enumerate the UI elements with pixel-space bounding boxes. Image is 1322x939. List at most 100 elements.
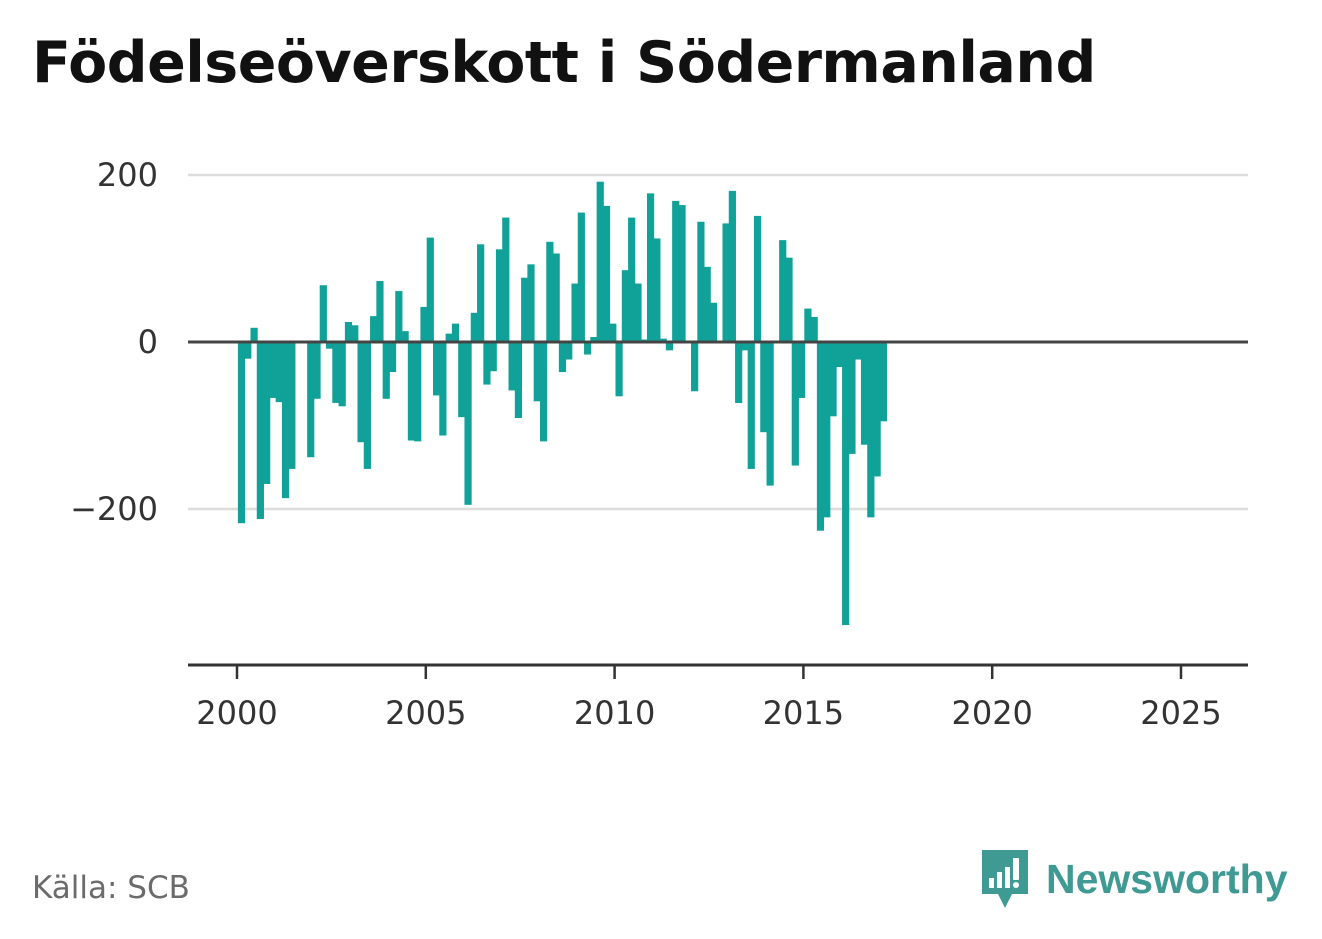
bar (407, 342, 416, 441)
bar (439, 342, 447, 436)
bar (703, 266, 711, 342)
bar (256, 342, 264, 520)
bar (275, 342, 283, 403)
bar (357, 342, 365, 443)
bar (810, 316, 818, 342)
x-tick-label: 2005 (385, 694, 466, 732)
bar (351, 325, 359, 342)
y-tick-label: 0 (138, 323, 158, 361)
bar (521, 277, 529, 342)
bar (741, 342, 749, 351)
grid-lines (188, 173, 1248, 511)
bar (319, 285, 327, 342)
bar (842, 342, 850, 626)
bar (388, 342, 397, 373)
bar (848, 342, 856, 454)
x-tick-label: 2020 (951, 694, 1032, 732)
bar (860, 342, 869, 445)
bar (785, 257, 793, 342)
bar (628, 217, 636, 342)
bar (709, 302, 718, 342)
bar (470, 312, 478, 342)
bar (539, 342, 548, 442)
bar (237, 342, 246, 524)
bar (577, 212, 585, 342)
bar (395, 291, 403, 342)
x-tick-label: 2015 (763, 694, 844, 732)
bar (816, 342, 825, 531)
y-axis-labels: 200 0 −200 (70, 156, 158, 528)
bar (401, 331, 409, 342)
bar (653, 238, 661, 342)
bar (432, 342, 441, 396)
bar (281, 342, 290, 499)
bar (867, 342, 875, 518)
y-tick-label: 200 (97, 156, 158, 194)
bar (451, 323, 460, 342)
x-tick-label: 2025 (1140, 694, 1221, 732)
x-tick-label: 2000 (196, 694, 277, 732)
bar (609, 323, 617, 342)
bar (747, 342, 755, 469)
bar (590, 336, 598, 342)
bar (804, 308, 812, 342)
x-tick-label: 2010 (574, 694, 655, 732)
bar (489, 342, 497, 372)
bar (753, 215, 762, 342)
bar (646, 193, 655, 342)
bar (854, 342, 862, 360)
bar (760, 342, 768, 433)
bar (344, 321, 353, 342)
bar (584, 342, 592, 355)
bar (873, 342, 881, 477)
bar (697, 221, 705, 342)
bar (691, 342, 699, 392)
bar (879, 342, 888, 422)
bar (552, 253, 560, 342)
bar (445, 333, 453, 342)
bar (495, 249, 504, 342)
bar (678, 205, 686, 342)
bar (338, 342, 346, 407)
newsworthy-brand[interactable]: Newsworthy (980, 848, 1288, 910)
source-label: Källa: SCB (32, 870, 190, 906)
newsworthy-logo-icon (982, 850, 1028, 908)
bar (558, 342, 567, 373)
bar (502, 217, 510, 342)
bar (602, 205, 611, 342)
bar (426, 237, 434, 342)
bar (326, 342, 334, 349)
bar (464, 342, 472, 505)
bar (665, 342, 674, 351)
bar (508, 342, 516, 391)
bar (313, 342, 321, 399)
bar (546, 241, 554, 342)
bar (829, 342, 837, 417)
bar (621, 270, 629, 342)
bar (728, 190, 736, 342)
y-tick-label: −200 (70, 490, 158, 528)
bar (420, 306, 428, 342)
bar (376, 281, 384, 342)
bar (363, 342, 371, 469)
bar (458, 342, 466, 418)
bar (722, 223, 730, 342)
bar (798, 342, 806, 398)
axes (188, 340, 1248, 679)
x-axis-labels: 2000 2005 2010 2015 2020 2025 (196, 694, 1221, 732)
bar-chart: 2000−200 2000 2005 2010 2015 2020 2025 (70, 156, 1248, 732)
bar (288, 342, 296, 469)
bar (615, 342, 623, 397)
bar (263, 342, 271, 484)
bar (269, 342, 277, 398)
bar (571, 283, 579, 342)
bar (244, 342, 252, 359)
bar (791, 342, 799, 466)
bar (414, 342, 422, 442)
bar (565, 342, 573, 360)
brand-name: Newsworthy (1046, 855, 1288, 902)
bar (659, 338, 667, 342)
bar (483, 342, 491, 385)
bar (250, 327, 258, 342)
bar (835, 342, 843, 368)
